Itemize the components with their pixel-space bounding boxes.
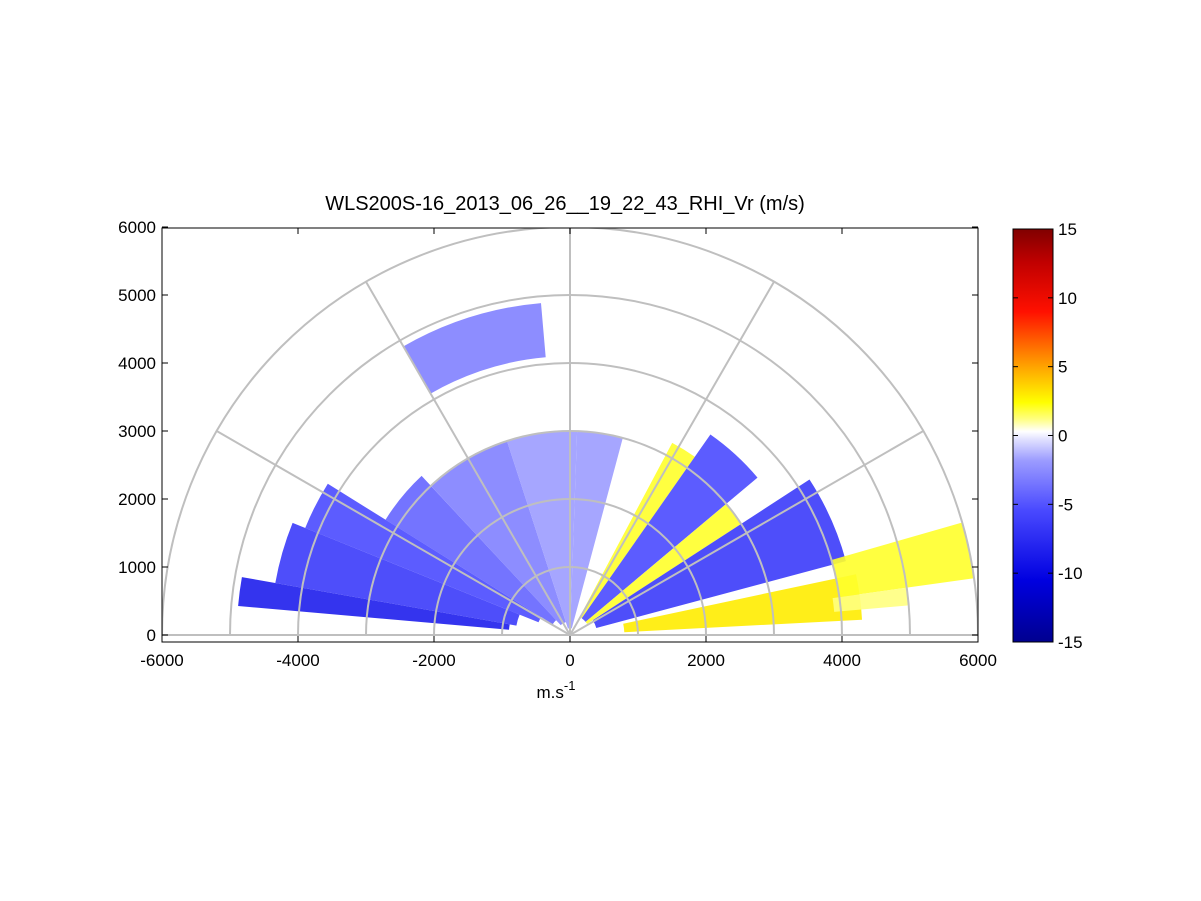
colorbar-tick-label-1: 10 [1058,289,1077,308]
colorbar-tick-label-4: -5 [1058,495,1073,514]
sector-5 [507,430,578,629]
y-tick-label-3: 3000 [118,422,156,441]
azimuth-spoke-4 [365,281,571,636]
y-tick-label-1: 1000 [118,558,156,577]
data-sectors [238,303,974,633]
azimuth-spoke-2 [569,281,775,636]
y-tick-label-4: 4000 [118,354,156,373]
sector-2 [305,483,542,623]
sector-14 [832,587,909,612]
x-tick-label-3: 0 [565,651,574,670]
y-tick-label-2: 2000 [118,490,156,509]
chart-title: WLS200S-16_2013_06_26__19_22_43_RHI_Vr (… [325,193,805,215]
sector-6 [403,303,546,394]
y-tick-label-6: 6000 [118,218,156,237]
x-axis-label-exponent: -1 [564,678,576,693]
colorbar-tick-label-0: 15 [1058,220,1077,239]
x-axis: -6000 -4000 -2000 0 2000 4000 6000 [140,228,997,670]
colorbar [1012,228,1054,643]
y-tick-label-0: 0 [147,626,156,645]
x-tick-label-0: -6000 [140,651,183,670]
azimuth-spoke-1 [569,430,924,636]
range-ring-5 [162,228,978,636]
colorbar-tick-label-5: -10 [1058,564,1083,583]
sector-7 [570,431,623,629]
sector-8 [579,442,695,619]
sector-1 [275,522,520,626]
sector-13 [831,522,974,598]
colorbar-tick-label-2: 5 [1058,358,1067,377]
sector-0 [238,577,510,630]
sector-12 [623,574,862,633]
y-axis: 0 1000 2000 3000 4000 5000 6000 [118,218,978,645]
x-tick-label-5: 4000 [823,651,861,670]
x-tick-label-1: -4000 [276,651,319,670]
x-tick-label-2: -2000 [412,651,455,670]
x-axis-label: m.s-1 [537,678,576,702]
colorbar-ticks: 15 10 5 0 -5 -10 -15 [1013,220,1083,652]
colorbar-tick-label-6: -15 [1058,633,1083,652]
x-tick-label-6: 6000 [959,651,997,670]
azimuth-spoke-5 [216,430,571,636]
x-tick-label-4: 2000 [687,651,725,670]
x-axis-label-base: m.s [537,683,564,702]
y-tick-label-5: 5000 [118,286,156,305]
sector-11 [592,479,846,628]
sector-3 [385,475,557,625]
polar-grid [162,228,978,636]
colorbar-tick-label-3: 0 [1058,427,1067,446]
sector-9 [581,434,758,622]
